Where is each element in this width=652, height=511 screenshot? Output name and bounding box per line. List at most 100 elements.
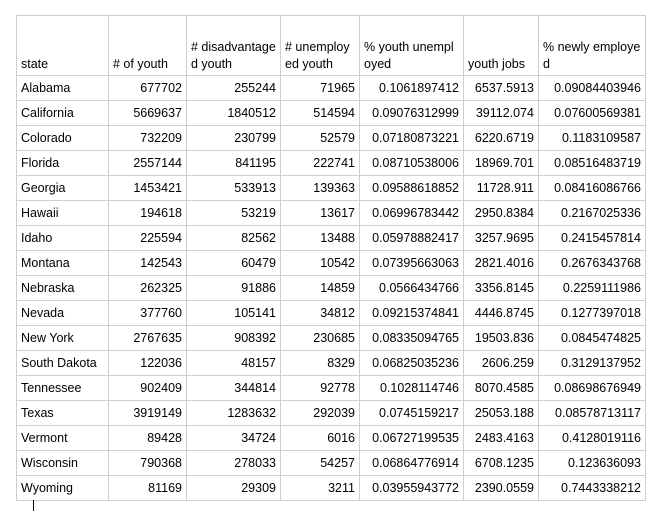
header-cell-num-youth[interactable]: # of youth bbox=[108, 15, 187, 76]
value-cell[interactable]: 89428 bbox=[108, 425, 187, 451]
header-cell-youth-jobs[interactable]: youth jobs bbox=[463, 15, 539, 76]
value-cell[interactable]: 0.1028114746 bbox=[359, 375, 464, 401]
value-cell[interactable]: 10542 bbox=[280, 250, 360, 276]
value-cell[interactable]: 0.06996783442 bbox=[359, 200, 464, 226]
value-cell[interactable]: 53219 bbox=[186, 200, 281, 226]
value-cell[interactable]: 71965 bbox=[280, 75, 360, 101]
value-cell[interactable]: 0.06825035236 bbox=[359, 350, 464, 376]
value-cell[interactable]: 0.7443338212 bbox=[538, 475, 646, 501]
value-cell[interactable]: 255244 bbox=[186, 75, 281, 101]
value-cell[interactable]: 0.08710538006 bbox=[359, 150, 464, 176]
state-cell[interactable]: Georgia bbox=[16, 175, 109, 201]
value-cell[interactable]: 0.2676343768 bbox=[538, 250, 646, 276]
value-cell[interactable]: 0.1277397018 bbox=[538, 300, 646, 326]
state-cell[interactable]: Florida bbox=[16, 150, 109, 176]
header-cell-unemployed-youth[interactable]: # unemployed youth bbox=[280, 15, 360, 76]
state-cell[interactable]: Nebraska bbox=[16, 275, 109, 301]
value-cell[interactable]: 92778 bbox=[280, 375, 360, 401]
value-cell[interactable]: 2821.4016 bbox=[463, 250, 539, 276]
value-cell[interactable]: 0.1183109587 bbox=[538, 125, 646, 151]
value-cell[interactable]: 0.2259111986 bbox=[538, 275, 646, 301]
header-cell-pct-newly-employed[interactable]: % newly employed bbox=[538, 15, 646, 76]
value-cell[interactable]: 82562 bbox=[186, 225, 281, 251]
value-cell[interactable]: 194618 bbox=[108, 200, 187, 226]
value-cell[interactable]: 0.08335094765 bbox=[359, 325, 464, 351]
value-cell[interactable]: 732209 bbox=[108, 125, 187, 151]
value-cell[interactable]: 0.08698676949 bbox=[538, 375, 646, 401]
value-cell[interactable]: 6537.5913 bbox=[463, 75, 539, 101]
value-cell[interactable]: 2390.0559 bbox=[463, 475, 539, 501]
value-cell[interactable]: 105141 bbox=[186, 300, 281, 326]
value-cell[interactable]: 19503.836 bbox=[463, 325, 539, 351]
value-cell[interactable]: 0.09215374841 bbox=[359, 300, 464, 326]
value-cell[interactable]: 54257 bbox=[280, 450, 360, 476]
state-cell[interactable]: Vermont bbox=[16, 425, 109, 451]
value-cell[interactable]: 81169 bbox=[108, 475, 187, 501]
value-cell[interactable]: 0.2415457814 bbox=[538, 225, 646, 251]
value-cell[interactable]: 0.2167025336 bbox=[538, 200, 646, 226]
value-cell[interactable]: 514594 bbox=[280, 100, 360, 126]
value-cell[interactable]: 6220.6719 bbox=[463, 125, 539, 151]
value-cell[interactable]: 13617 bbox=[280, 200, 360, 226]
value-cell[interactable]: 5669637 bbox=[108, 100, 187, 126]
state-cell[interactable]: Montana bbox=[16, 250, 109, 276]
state-cell[interactable]: Texas bbox=[16, 400, 109, 426]
value-cell[interactable]: 0.08416086766 bbox=[538, 175, 646, 201]
value-cell[interactable]: 292039 bbox=[280, 400, 360, 426]
value-cell[interactable]: 790368 bbox=[108, 450, 187, 476]
value-cell[interactable]: 34724 bbox=[186, 425, 281, 451]
state-cell[interactable]: California bbox=[16, 100, 109, 126]
value-cell[interactable]: 13488 bbox=[280, 225, 360, 251]
value-cell[interactable]: 0.09076312999 bbox=[359, 100, 464, 126]
state-cell[interactable]: Nevada bbox=[16, 300, 109, 326]
value-cell[interactable]: 2767635 bbox=[108, 325, 187, 351]
value-cell[interactable]: 0.07180873221 bbox=[359, 125, 464, 151]
value-cell[interactable]: 2483.4163 bbox=[463, 425, 539, 451]
value-cell[interactable]: 0.1061897412 bbox=[359, 75, 464, 101]
value-cell[interactable]: 3257.9695 bbox=[463, 225, 539, 251]
value-cell[interactable]: 841195 bbox=[186, 150, 281, 176]
header-cell-state[interactable]: state bbox=[16, 15, 109, 76]
value-cell[interactable]: 29309 bbox=[186, 475, 281, 501]
value-cell[interactable]: 0.0745159217 bbox=[359, 400, 464, 426]
state-cell[interactable]: Idaho bbox=[16, 225, 109, 251]
value-cell[interactable]: 139363 bbox=[280, 175, 360, 201]
value-cell[interactable]: 1840512 bbox=[186, 100, 281, 126]
value-cell[interactable]: 60479 bbox=[186, 250, 281, 276]
header-cell-disadvantaged-youth[interactable]: # disadvantaged youth bbox=[186, 15, 281, 76]
value-cell[interactable]: 1453421 bbox=[108, 175, 187, 201]
value-cell[interactable]: 0.06727199535 bbox=[359, 425, 464, 451]
state-cell[interactable]: Wyoming bbox=[16, 475, 109, 501]
value-cell[interactable]: 230685 bbox=[280, 325, 360, 351]
value-cell[interactable]: 11728.911 bbox=[463, 175, 539, 201]
value-cell[interactable]: 0.3129137952 bbox=[538, 350, 646, 376]
value-cell[interactable]: 0.03955943772 bbox=[359, 475, 464, 501]
value-cell[interactable]: 2950.8384 bbox=[463, 200, 539, 226]
value-cell[interactable]: 3356.8145 bbox=[463, 275, 539, 301]
state-cell[interactable]: Wisconsin bbox=[16, 450, 109, 476]
value-cell[interactable]: 278033 bbox=[186, 450, 281, 476]
value-cell[interactable]: 2557144 bbox=[108, 150, 187, 176]
value-cell[interactable]: 0.05978882417 bbox=[359, 225, 464, 251]
value-cell[interactable]: 39112.074 bbox=[463, 100, 539, 126]
value-cell[interactable]: 0.123636093 bbox=[538, 450, 646, 476]
value-cell[interactable]: 142543 bbox=[108, 250, 187, 276]
state-cell[interactable]: South Dakota bbox=[16, 350, 109, 376]
value-cell[interactable]: 344814 bbox=[186, 375, 281, 401]
value-cell[interactable]: 48157 bbox=[186, 350, 281, 376]
value-cell[interactable]: 4446.8745 bbox=[463, 300, 539, 326]
value-cell[interactable]: 225594 bbox=[108, 225, 187, 251]
value-cell[interactable]: 52579 bbox=[280, 125, 360, 151]
value-cell[interactable]: 3919149 bbox=[108, 400, 187, 426]
value-cell[interactable]: 222741 bbox=[280, 150, 360, 176]
value-cell[interactable]: 25053.188 bbox=[463, 400, 539, 426]
value-cell[interactable]: 8329 bbox=[280, 350, 360, 376]
value-cell[interactable]: 262325 bbox=[108, 275, 187, 301]
value-cell[interactable]: 0.0566434766 bbox=[359, 275, 464, 301]
value-cell[interactable]: 34812 bbox=[280, 300, 360, 326]
value-cell[interactable]: 8070.4585 bbox=[463, 375, 539, 401]
value-cell[interactable]: 0.08578713117 bbox=[538, 400, 646, 426]
value-cell[interactable]: 122036 bbox=[108, 350, 187, 376]
value-cell[interactable]: 902409 bbox=[108, 375, 187, 401]
value-cell[interactable]: 0.08516483719 bbox=[538, 150, 646, 176]
